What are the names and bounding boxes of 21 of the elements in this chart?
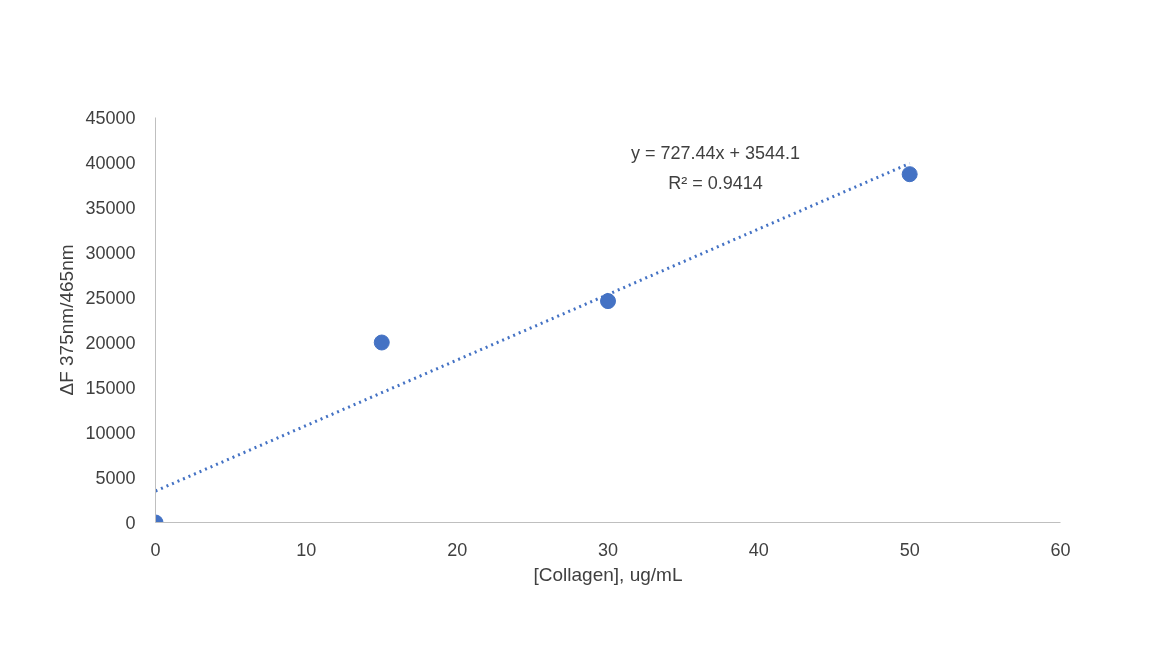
x-tick-label: 20 <box>447 539 468 560</box>
y-tick-label: 40000 <box>85 153 136 173</box>
x-tick-label: 30 <box>597 539 619 560</box>
x-tick-label: 60 <box>1050 539 1071 560</box>
y-tick-label: 0 <box>125 513 136 533</box>
x-tick-label: 50 <box>899 539 920 560</box>
x-tick-label: 10 <box>296 539 317 560</box>
y-tick-label: 5000 <box>95 468 136 488</box>
x-tick-label: 0 <box>150 539 161 560</box>
y-tick-label: 10000 <box>85 423 136 443</box>
y-tick-label: 35000 <box>85 198 136 218</box>
y-tick-label: 45000 <box>85 108 136 128</box>
y-tick-label: 25000 <box>85 288 136 308</box>
y-tick-label: 20000 <box>85 333 136 353</box>
y-tick-label: 15000 <box>85 378 136 398</box>
annotation: R² = 0.9414 <box>668 172 763 193</box>
y-tick-label: 30000 <box>85 243 136 263</box>
annotation: y = 727.44x + 3544.1 <box>630 142 801 163</box>
x-axis-title: [Collagen], ug/mL <box>533 563 683 585</box>
y-axis-title: ΔF 375nm/465nm <box>56 244 78 396</box>
x-tick-label: 40 <box>748 539 769 560</box>
